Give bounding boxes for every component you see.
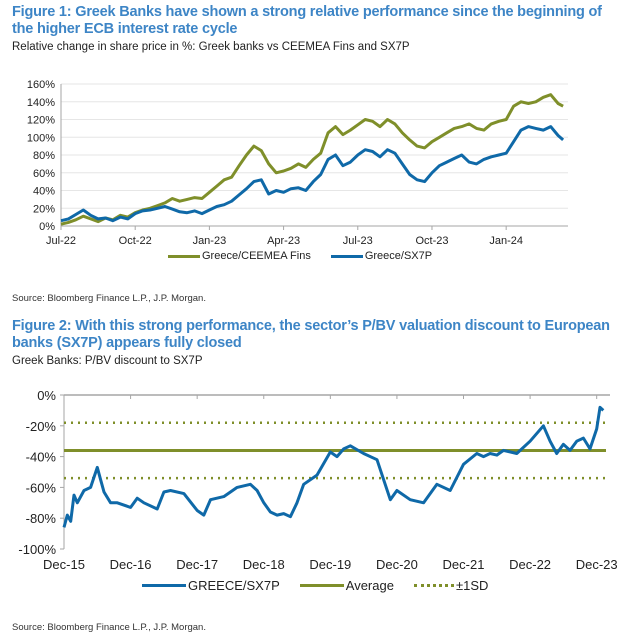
legend-swatch-dotted [413, 584, 454, 587]
figure2-title: Figure 2: With this strong performance, … [12, 318, 610, 351]
y-tick-label: 0% [37, 388, 56, 403]
legend-swatch-olive [299, 584, 344, 587]
x-tick-label: Dec-16 [110, 557, 152, 572]
series-line-greece-sx7p [62, 405, 605, 528]
figure2-subtitle: Greek Banks: P/BV discount to SX7P [12, 355, 203, 367]
y-tick-label: -80% [26, 511, 57, 526]
x-tick-label: Jan-23 [193, 235, 227, 247]
x-tick-label: Dec-15 [43, 557, 85, 572]
y-tick-label: 0% [39, 221, 55, 233]
chart2: -100% -80% -60% -40% -20% 0% Dec-15 Dec-16 Dec-1… [18, 388, 618, 572]
legend-label: Average [345, 578, 394, 593]
x-tick-label: Dec-23 [576, 557, 618, 572]
legend-label: ±1SD [455, 578, 489, 593]
legend-swatch-olive [168, 254, 200, 258]
chart1-legend: Greece/CEEMEA Fins Greece/SX7P [168, 250, 452, 262]
legend-item-greece-sx7p: GREECE/SX7P [142, 578, 280, 593]
figure1-title: Figure 1: Greek Banks have shown a stron… [12, 4, 602, 37]
legend-item-average: Average [299, 578, 394, 593]
x-tick-label: Jul-22 [46, 235, 76, 247]
y-tick-label: 80% [33, 150, 55, 162]
legend-label: Greece/SX7P [364, 250, 433, 262]
x-tick-label: Dec-20 [376, 557, 418, 572]
y-tick-label: 60% [33, 168, 55, 180]
x-tick-label: Oct-23 [415, 235, 448, 247]
series-line-greece-sx7p [60, 125, 565, 223]
chart1: 0% 20% 40% 60% 80% 100% 120% 140% 160% Jul-22 Oct-… [27, 79, 568, 247]
legend-swatch-blue [142, 584, 186, 587]
legend-item-1sd: ±1SD [413, 578, 489, 593]
legend-label: GREECE/SX7P [188, 578, 280, 593]
y-tick-label: 140% [27, 97, 55, 109]
y-tick-label: -100% [18, 542, 56, 557]
x-tick-label: Jul-23 [343, 235, 373, 247]
x-tick-label: Apr-23 [267, 235, 300, 247]
x-tick-label: Dec-21 [443, 557, 485, 572]
x-tick-label: Jan-24 [489, 235, 523, 247]
y-tick-label: -60% [26, 480, 57, 495]
legend-swatch-blue [330, 254, 363, 258]
y-tick-label: 40% [33, 186, 55, 198]
legend-item-greece-sx7p: Greece/SX7P [330, 250, 433, 262]
x-tick-label: Dec-17 [176, 557, 218, 572]
y-tick-label: 20% [33, 203, 55, 215]
figure1-source: Source: Bloomberg Finance L.P., J.P. Mor… [12, 293, 206, 304]
y-tick-label: 120% [27, 115, 55, 127]
x-tick-label: Dec-19 [309, 557, 351, 572]
legend-item-greece-ceemea: Greece/CEEMEA Fins [168, 250, 311, 262]
chart2-legend: GREECE/SX7P Average ±1SD [142, 578, 508, 593]
y-tick-label: 100% [27, 132, 55, 144]
figure2-source: Source: Bloomberg Finance L.P., J.P. Mor… [12, 622, 206, 633]
y-tick-label: 160% [27, 79, 55, 91]
x-tick-label: Dec-22 [509, 557, 551, 572]
legend-label: Greece/CEEMEA Fins [202, 250, 311, 262]
y-tick-label: -20% [26, 419, 57, 434]
x-tick-label: Oct-22 [119, 235, 152, 247]
figure1-subtitle: Relative change in share price in %: Gre… [12, 41, 410, 53]
y-tick-label: -40% [26, 450, 57, 465]
x-tick-label: Dec-18 [243, 557, 285, 572]
